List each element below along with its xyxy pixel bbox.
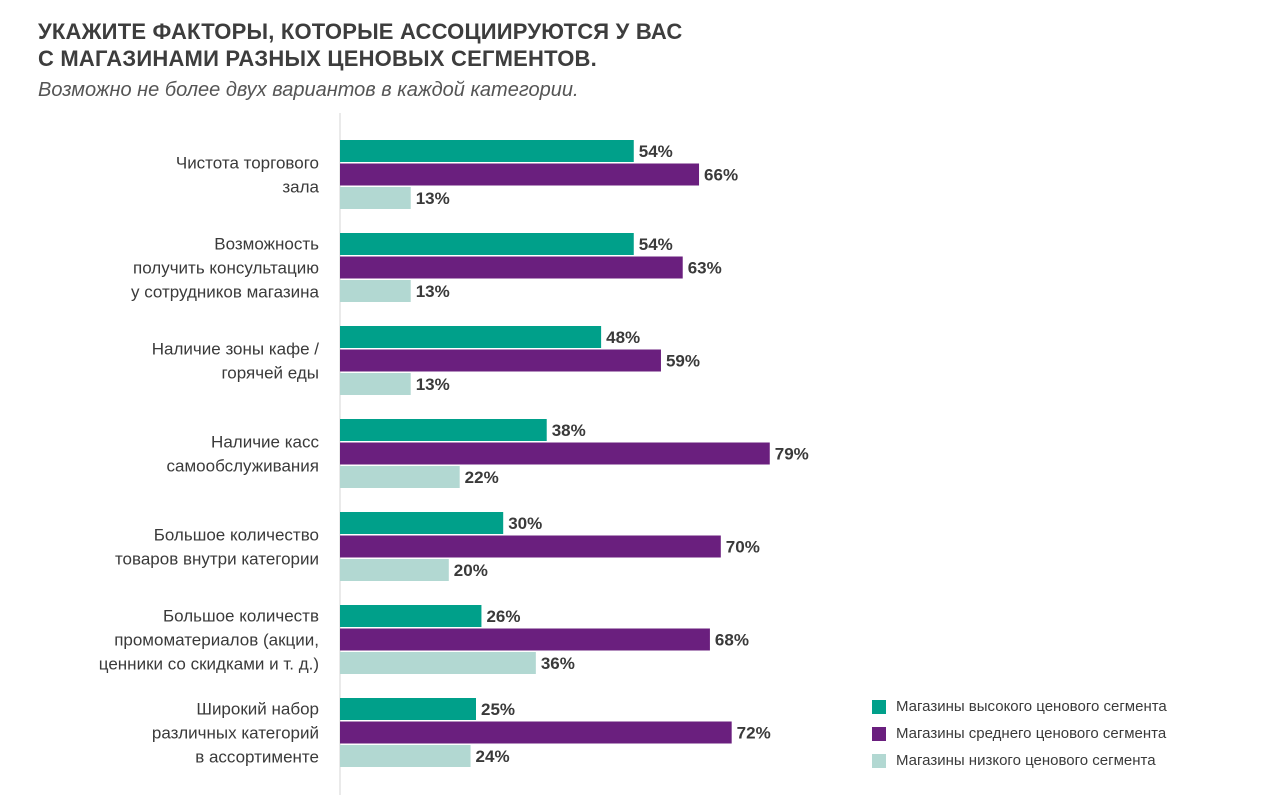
value-label-mid-1: 63% [688, 259, 722, 278]
bar-mid-2 [340, 349, 661, 372]
category-label-2-line-1: горячей еды [221, 364, 319, 383]
bar-high-6 [340, 698, 476, 720]
category-label-3: Наличие касс самообслуживания [167, 433, 320, 476]
category-label-3-line-0: Наличие касс [211, 433, 319, 452]
category-label-6-line-1: различных категорий [152, 724, 319, 743]
chart-title-line-1: УКАЖИТЕ ФАКТОРЫ, КОТОРЫЕ АССОЦИИРУЮТСЯ У… [38, 19, 683, 44]
value-label-low-4: 20% [454, 561, 488, 580]
bar-low-6 [340, 745, 471, 767]
bar-low-5 [340, 652, 536, 674]
chart-subtitle: Возможно не более двух вариантов в каждо… [38, 79, 579, 101]
bar-high-1 [340, 233, 634, 255]
category-label-5: Большое количеств промоматериалов (акции,… [99, 607, 319, 674]
legend-swatch-low [872, 753, 886, 768]
category-label-2: Наличие зоны кафе / горячей еды [152, 340, 319, 383]
category-label-4-line-0: Большое количество [154, 526, 319, 545]
legend-label-high: Магазины высокого ценового сегмента [896, 698, 1167, 715]
value-label-mid-3: 79% [775, 445, 809, 464]
bar-mid-5 [340, 628, 710, 651]
value-label-low-3: 22% [465, 468, 499, 487]
bar-high-4 [340, 512, 504, 534]
chart-title: УКАЖИТЕ ФАКТОРЫ, КОТОРЫЕ АССОЦИИРУЮТСЯ У… [38, 18, 682, 72]
category-label-1-line-2: у сотрудников магазина [131, 283, 320, 302]
bar-high-2 [340, 326, 602, 348]
value-label-mid-2: 59% [666, 352, 700, 371]
legend-item-low: Магазины низкого ценового сегмента [872, 747, 1167, 774]
value-label-mid-5: 68% [715, 631, 749, 650]
value-label-high-0: 54% [639, 142, 673, 161]
category-label-1: Возможность получить консультацию у сотруд… [131, 235, 320, 302]
category-label-4: Большое количество товаров внутри категор… [115, 526, 319, 569]
bar-high-0 [340, 140, 634, 162]
value-label-high-1: 54% [639, 235, 673, 254]
bar-mid-3 [340, 442, 770, 465]
legend-swatch-high [872, 699, 886, 714]
chart-title-line-2: С МАГАЗИНАМИ РАЗНЫХ ЦЕНОВЫХ СЕГМЕНТОВ. [38, 46, 597, 71]
value-label-high-2: 48% [606, 328, 640, 347]
legend: Магазины высокого ценового сегмента Мага… [872, 693, 1167, 774]
category-label-3-line-1: самообслуживания [167, 457, 319, 476]
bar-high-5 [340, 605, 482, 627]
value-label-mid-6: 72% [737, 724, 771, 743]
category-label-0-line-0: Чистота торгового [176, 154, 319, 173]
value-label-low-1: 13% [416, 282, 450, 301]
category-label-4-line-1: товаров внутри категории [115, 550, 319, 569]
value-label-high-6: 25% [481, 700, 515, 719]
bar-low-3 [340, 466, 460, 488]
bar-mid-0 [340, 163, 700, 186]
category-label-0: Чистота торгового зала [176, 154, 320, 197]
value-label-high-4: 30% [508, 514, 542, 533]
legend-label-low: Магазины низкого ценового сегмента [896, 752, 1156, 769]
category-label-5-line-2: ценники со скидками и т. д.) [99, 655, 319, 674]
category-label-0-line-1: зала [282, 178, 319, 197]
value-label-high-3: 38% [552, 421, 586, 440]
value-label-mid-4: 70% [726, 538, 760, 557]
value-label-low-5: 36% [541, 654, 575, 673]
legend-label-mid: Магазины среднего ценового сегмента [896, 725, 1167, 742]
bar-low-2 [340, 373, 411, 395]
value-label-low-6: 24% [476, 747, 510, 766]
category-label-2-line-0: Наличие зоны кафе / [152, 340, 319, 359]
bar-mid-6 [340, 721, 732, 744]
legend-item-high: Магазины высокого ценового сегмента [872, 693, 1167, 720]
category-label-6: Широкий набор различных категорий в ассорт… [152, 700, 319, 767]
bar-low-4 [340, 559, 449, 581]
bar-low-0 [340, 187, 411, 209]
category-label-1-line-1: получить консультацию [133, 259, 319, 278]
bar-mid-4 [340, 535, 721, 558]
category-label-6-line-0: Широкий набор [196, 700, 319, 719]
legend-swatch-mid [872, 726, 886, 741]
category-label-1-line-0: Возможность [214, 235, 319, 254]
category-label-6-line-2: в ассортименте [195, 748, 319, 767]
value-label-low-0: 13% [416, 189, 450, 208]
legend-item-mid: Магазины среднего ценового сегмента [872, 720, 1167, 747]
bar-high-3 [340, 419, 547, 441]
bar-mid-1 [340, 256, 683, 279]
value-label-low-2: 13% [416, 375, 450, 394]
value-label-high-5: 26% [486, 607, 520, 626]
value-label-mid-0: 66% [704, 166, 738, 185]
bar-low-1 [340, 280, 411, 302]
category-label-5-line-0: Большое количеств [163, 607, 319, 626]
category-label-5-line-1: промоматериалов (акции, [114, 631, 319, 650]
